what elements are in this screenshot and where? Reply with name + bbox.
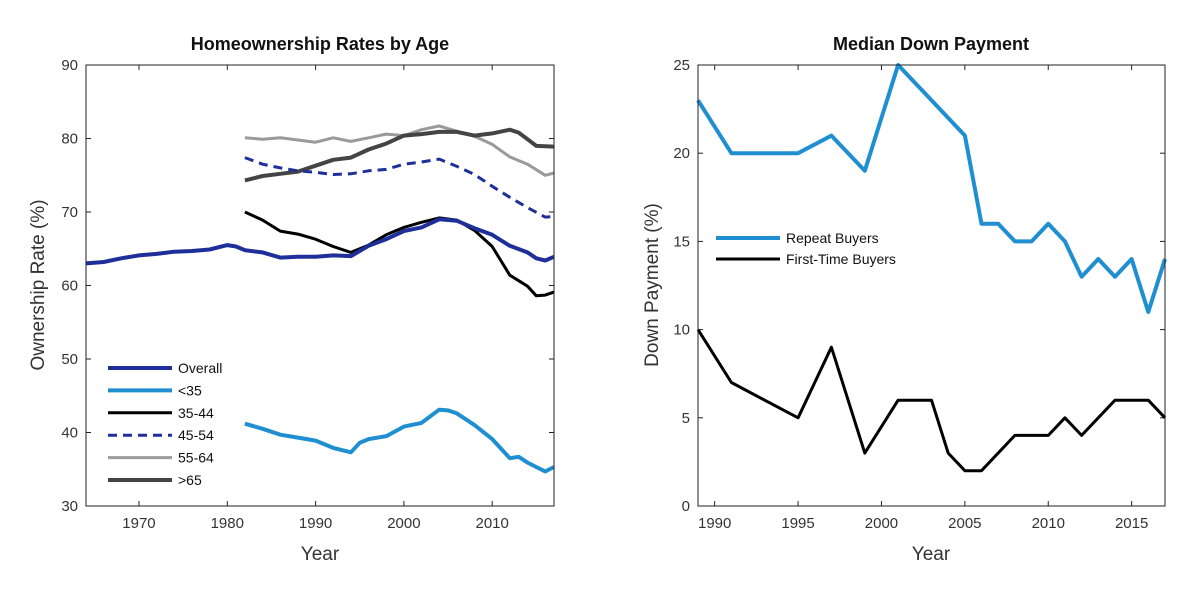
down-payment-x-tick-label: 2000 xyxy=(865,515,898,532)
series-line-45-54 xyxy=(244,156,555,219)
down-payment-x-axis-label: Year xyxy=(912,544,951,565)
series-line-overall xyxy=(85,217,555,266)
homeownership-y-tick-label: 60 xyxy=(61,278,78,295)
down-payment-x-tick-label: 1990 xyxy=(698,515,731,532)
series-line-over-65 xyxy=(244,127,555,183)
homeownership-panel: Homeownership Rates by Age Year Ownershi… xyxy=(28,34,555,565)
legend-label-repeat-buyers: Repeat Buyers xyxy=(786,230,879,246)
homeownership-series xyxy=(85,124,555,474)
down-payment-x-tick-label: 2005 xyxy=(948,515,981,532)
homeownership-y-tick-label: 50 xyxy=(61,351,78,368)
series-line-first-time-buyers xyxy=(696,328,1167,473)
down-payment-y-tick-label: 5 xyxy=(682,410,690,427)
series-line-55-64 xyxy=(244,124,555,177)
homeownership-x-tick-label: 1980 xyxy=(211,515,244,532)
homeownership-x-tick-label: 1990 xyxy=(299,515,332,532)
homeownership-y-tick-label: 40 xyxy=(61,425,78,442)
down-payment-plot-frame xyxy=(697,64,1166,507)
down-payment-legend: Repeat Buyers First-Time Buyers xyxy=(716,230,896,267)
down-payment-panel: Median Down Payment Year Down Payment (%… xyxy=(642,34,1167,565)
series-line-35-44 xyxy=(244,210,555,298)
down-payment-y-tick-label: 10 xyxy=(673,322,690,339)
homeownership-x-axis-label: Year xyxy=(301,544,340,565)
homeownership-ticks: 1970 1980 1990 2000 2010 30 40 50 60 70 80 90 xyxy=(61,57,554,532)
homeownership-y-tick-label: 80 xyxy=(61,131,78,148)
homeownership-x-tick-label: 2010 xyxy=(476,515,509,532)
down-payment-y-axis-label: Down Payment (%) xyxy=(642,203,663,367)
legend-label-55-64: 55-64 xyxy=(178,450,214,466)
legend-label-35-44: 35-44 xyxy=(178,405,214,421)
legend-label-over-65: >65 xyxy=(178,472,202,488)
homeownership-y-tick-label: 70 xyxy=(61,204,78,221)
down-payment-x-tick-label: 1995 xyxy=(781,515,814,532)
legend-label-first-time-buyers: First-Time Buyers xyxy=(786,251,896,267)
down-payment-y-tick-label: 25 xyxy=(673,57,690,74)
homeownership-legend: Overall <35 35-44 45-54 55-64 >65 xyxy=(108,360,222,488)
series-line-under-35 xyxy=(244,407,555,474)
down-payment-series xyxy=(696,63,1167,473)
legend-label-under-35: <35 xyxy=(178,382,202,398)
homeownership-chart-title: Homeownership Rates by Age xyxy=(191,34,449,54)
down-payment-y-tick-label: 15 xyxy=(673,233,690,250)
down-payment-chart-title: Median Down Payment xyxy=(833,34,1029,54)
down-payment-y-tick-label: 20 xyxy=(673,145,690,162)
homeownership-plot-frame xyxy=(85,64,555,507)
legend-label-45-54: 45-54 xyxy=(178,427,214,443)
homeownership-x-tick-label: 1970 xyxy=(122,515,155,532)
homeownership-y-tick-label: 30 xyxy=(61,498,78,515)
down-payment-ticks: 1990 1995 2000 2005 2010 2015 0 5 10 15 20 25 xyxy=(673,57,1165,532)
homeownership-y-tick-label: 90 xyxy=(61,57,78,74)
series-line-repeat-buyers xyxy=(696,63,1167,314)
legend-label-overall: Overall xyxy=(178,360,222,376)
down-payment-y-tick-label: 0 xyxy=(682,498,690,515)
down-payment-x-tick-label: 2010 xyxy=(1032,515,1065,532)
homeownership-y-axis-label: Ownership Rate (%) xyxy=(28,199,49,370)
down-payment-x-tick-label: 2015 xyxy=(1115,515,1148,532)
homeownership-x-tick-label: 2000 xyxy=(387,515,420,532)
